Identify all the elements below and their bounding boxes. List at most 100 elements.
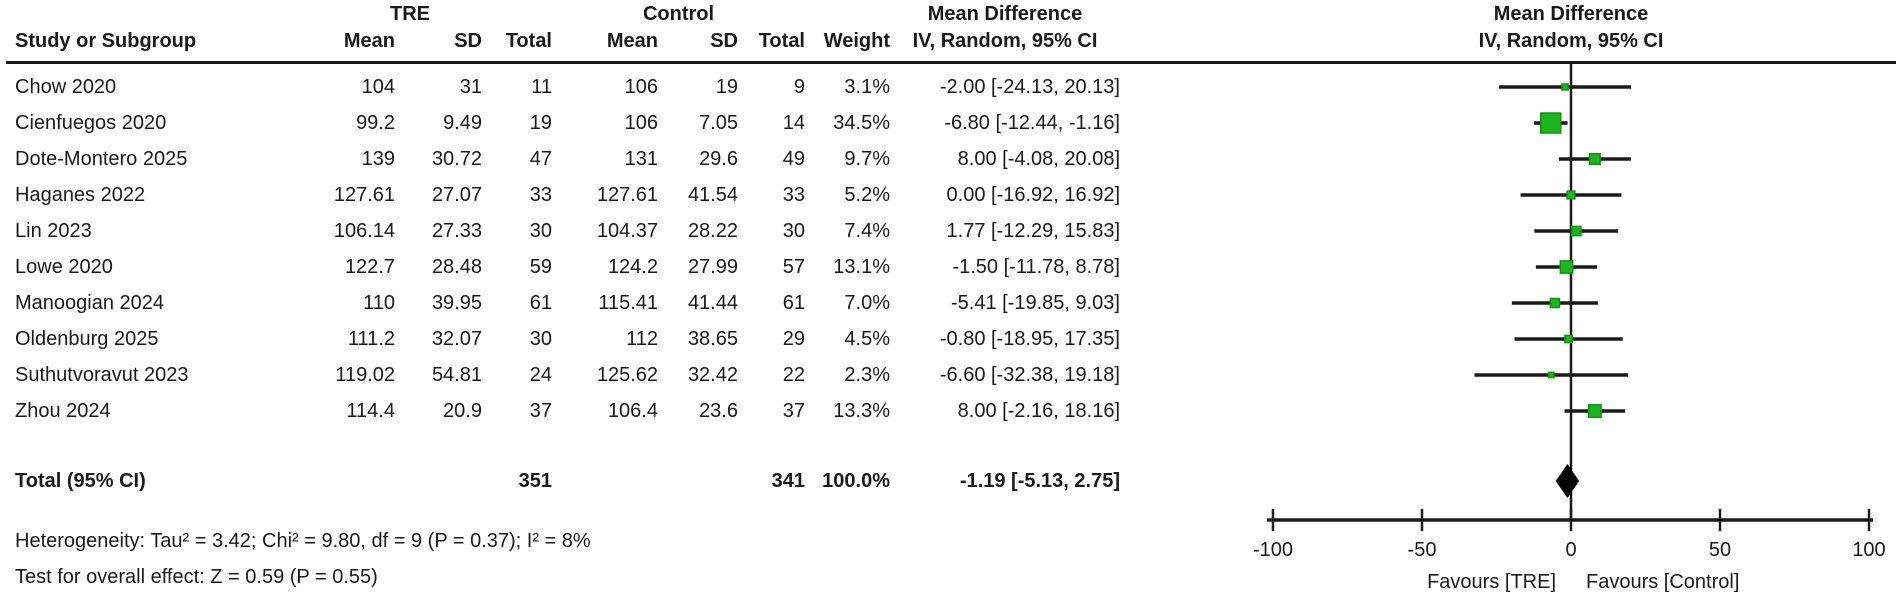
cell-control-total: 14: [782, 112, 805, 134]
cell-control-total: 37: [782, 400, 805, 422]
cell-study-label: Cienfuegos 2020: [15, 112, 167, 134]
cell-tre-total: 24: [529, 364, 552, 386]
cell-ci-text: -6.80 [-12.44, -1.16]: [944, 112, 1120, 134]
cell-tre-mean: 114.4: [346, 400, 395, 422]
cell-tre-total: 33: [529, 184, 552, 206]
study-row: Oldenburg 2025 111.2 32.07 30 112 38.65 29 4.5%…: [0, 321, 1180, 357]
cell-study-label: Suthutvoravut 2023: [15, 364, 189, 386]
axis-tick-label: 100: [1852, 539, 1885, 561]
study-column-header: Study or Subgroup: [15, 30, 197, 52]
effect-square: [1549, 297, 1561, 309]
total-n-control: 341: [771, 470, 805, 492]
cell-control-sd: 41.44: [687, 292, 738, 314]
effect-square: [1587, 404, 1602, 418]
axis-tick-label: 0: [1565, 539, 1576, 561]
effect-square: [1566, 190, 1576, 200]
cell-ci-text: 8.00 [-2.16, 18.16]: [957, 400, 1120, 422]
header-group-row: TRE Control Mean Difference Mean Differe…: [0, 0, 1902, 28]
study-row: Cienfuegos 2020 99.2 9.49 19 106 7.05 14 34.5% -…: [0, 105, 1180, 141]
cell-study-label: Zhou 2024: [15, 400, 111, 422]
effect-square: [1540, 112, 1562, 134]
control-total-header: Total: [758, 30, 805, 52]
cell-weight: 7.0%: [844, 292, 890, 314]
cell-control-mean: 112: [626, 328, 658, 350]
cell-control-mean: 125.62: [596, 364, 658, 386]
cell-tre-mean: 106.14: [333, 220, 395, 242]
cell-tre-sd: 27.07: [431, 184, 482, 206]
cell-tre-mean: 139: [361, 148, 395, 170]
cell-tre-sd: 39.95: [431, 292, 482, 314]
cell-control-total: 29: [782, 328, 805, 350]
axis-tick-label: -100: [1253, 539, 1293, 561]
study-row: Lowe 2020 122.7 28.48 59 124.2 27.99 57 13.1% -1…: [0, 249, 1180, 285]
cell-weight: 3.1%: [844, 76, 890, 98]
cell-tre-total: 37: [529, 400, 552, 422]
effect-square: [1564, 334, 1573, 344]
cell-control-sd: 7.05: [699, 112, 738, 134]
tre-sd-header: SD: [454, 30, 482, 52]
cell-ci-text: 1.77 [-12.29, 15.83]: [946, 220, 1120, 242]
cell-ci-text: -2.00 [-24.13, 20.13]: [939, 76, 1120, 98]
axis-tick-label: -50: [1408, 539, 1437, 561]
cell-tre-mean: 104: [361, 76, 395, 98]
study-row: Zhou 2024 114.4 20.9 37 106.4 23.6 37 13.3% 8.00…: [0, 393, 1180, 429]
cell-tre-total: 19: [529, 112, 552, 134]
cell-tre-sd: 54.81: [431, 364, 482, 386]
cell-control-total: 49: [782, 148, 805, 170]
cell-control-total: 22: [782, 364, 805, 386]
cell-study-label: Dote-Montero 2025: [15, 148, 188, 170]
cell-control-total: 57: [782, 256, 805, 278]
cell-weight: 7.4%: [844, 220, 890, 242]
cell-control-sd: 28.22: [687, 220, 738, 242]
cell-ci-text: 8.00 [-4.08, 20.08]: [957, 148, 1120, 170]
cell-tre-sd: 32.07: [431, 328, 482, 350]
effect-square: [1548, 371, 1555, 379]
cell-control-sd: 29.6: [699, 148, 738, 170]
cell-tre-total: 59: [529, 256, 552, 278]
effect-square: [1559, 260, 1574, 274]
cell-tre-total: 30: [529, 220, 552, 242]
study-row: Suthutvoravut 2023 119.02 54.81 24 125.62 32.…: [0, 357, 1180, 393]
effect-square: [1570, 225, 1582, 237]
cell-study-label: Lin 2023: [15, 220, 92, 242]
cell-weight: 9.7%: [844, 148, 890, 170]
control-mean-header: Mean: [606, 30, 658, 52]
study-row: Chow 2020 104 31 11 106 19 9 3.1% -2.00 [-24.13,…: [0, 69, 1180, 105]
cell-study-label: Lowe 2020: [15, 256, 113, 278]
cell-study-label: Chow 2020: [15, 76, 117, 98]
axis-tick-label: 50: [1709, 539, 1731, 561]
tre-mean-header: Mean: [343, 30, 395, 52]
study-row: Haganes 2022 127.61 27.07 33 127.61 41.54 33 5.…: [0, 177, 1180, 213]
cell-control-total: 61: [782, 292, 805, 314]
cell-tre-sd: 20.9: [443, 400, 482, 422]
cell-control-total: 30: [782, 220, 805, 242]
cell-weight: 4.5%: [844, 328, 890, 350]
effect-header-table: Mean Difference: [927, 3, 1083, 25]
cell-control-mean: 124.2: [607, 256, 658, 278]
cell-tre-sd: 27.33: [431, 220, 482, 242]
weight-header: Weight: [823, 30, 890, 52]
cell-tre-sd: 28.48: [431, 256, 482, 278]
overall-effect-text: Test for overall effect: Z = 0.59 (P = 0…: [15, 566, 378, 588]
cell-weight: 2.3%: [844, 364, 890, 386]
pooled-diamond: [1555, 464, 1580, 498]
cell-tre-total: 61: [529, 292, 552, 314]
cell-study-label: Manoogian 2024: [15, 292, 165, 314]
cell-tre-mean: 99.2: [356, 112, 395, 134]
header-column-row: Study or Subgroup Mean SD Total Mean SD …: [0, 26, 1663, 56]
cell-control-mean: 115.41: [598, 292, 658, 314]
study-row: Dote-Montero 2025 139 30.72 47 131 29.6 49 9.7%…: [0, 141, 1180, 177]
cell-tre-mean: 111.2: [347, 328, 395, 350]
header-divider: [6, 61, 1896, 64]
cell-weight: 5.2%: [844, 184, 890, 206]
total-row: Total (95% CI) 351 341 100.0% -1.19 [-5.…: [0, 463, 1180, 499]
cell-control-sd: 38.65: [687, 328, 738, 350]
cell-tre-sd: 30.72: [431, 148, 482, 170]
cell-control-total: 33: [782, 184, 805, 206]
study-row: Lin 2023 106.14 27.33 30 104.37 28.22 30 7.4% 1.…: [0, 213, 1180, 249]
cell-tre-mean: 122.7: [344, 256, 395, 278]
effect-square: [1588, 152, 1601, 166]
control-group-header: Control: [642, 3, 715, 25]
treatment-group-header: TRE: [390, 3, 430, 25]
